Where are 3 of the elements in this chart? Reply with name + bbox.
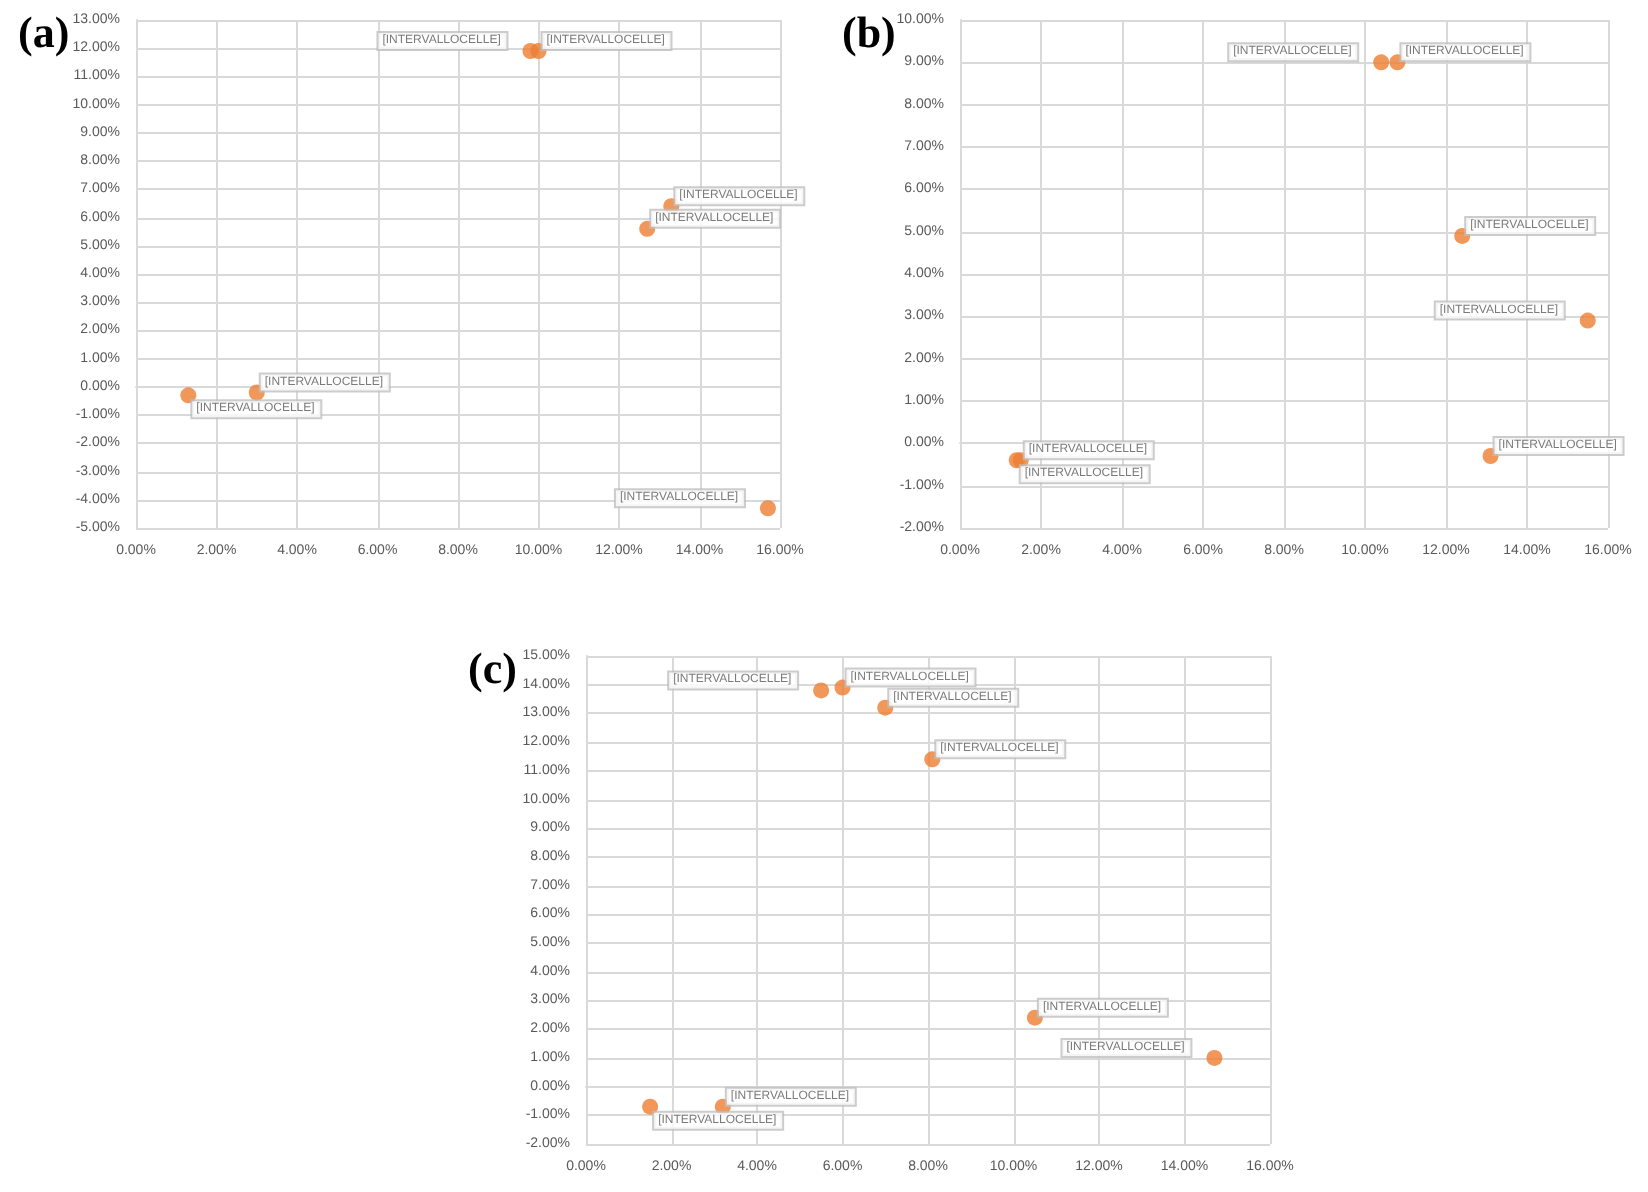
chart-title: (b) (842, 7, 896, 57)
chart-title: (a) (18, 7, 70, 57)
chart-title: (c) (468, 643, 517, 693)
